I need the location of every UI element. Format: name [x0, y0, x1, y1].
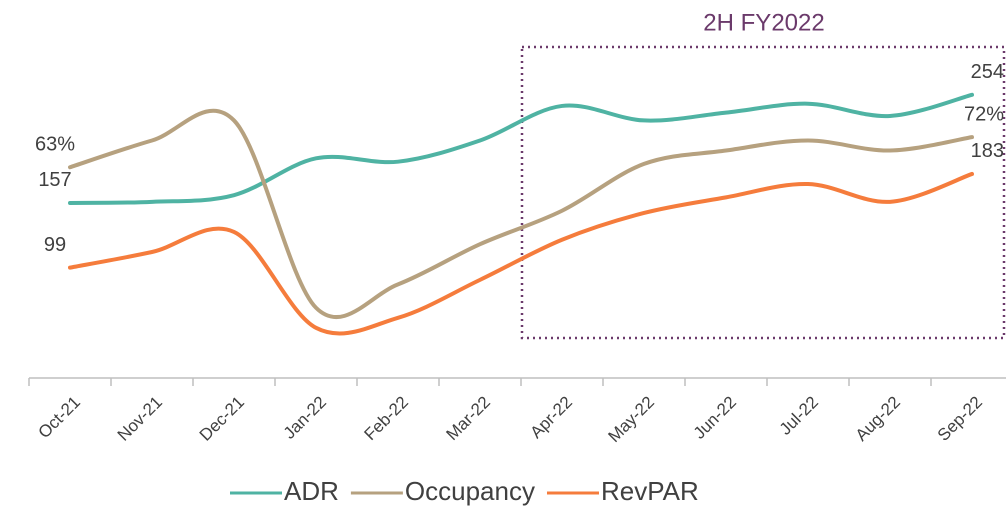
x-tick-label: Nov-21: [114, 393, 166, 445]
x-tick-label: Apr-22: [526, 393, 576, 443]
x-tick-label: Feb-22: [360, 393, 412, 445]
data-label: 72%: [964, 103, 1004, 125]
data-label: 254: [971, 61, 1004, 83]
annotation-text: 2H FY2022: [703, 9, 824, 36]
data-label: 63%: [35, 134, 75, 156]
x-tick-label: Dec-21: [196, 393, 248, 445]
series-line: [68, 171, 974, 336]
x-tick-label: Jan-22: [280, 393, 330, 443]
annotation-box: [520, 45, 1006, 340]
series-line: [68, 108, 974, 320]
legend-label: ADR: [284, 476, 339, 506]
x-tick-label: Aug-22: [852, 393, 904, 445]
data-label: 157: [38, 169, 71, 191]
x-tick-label: Oct-21: [34, 393, 84, 443]
x-tick-label: Mar-22: [442, 393, 494, 445]
data-label: 99: [44, 234, 66, 256]
x-tick-label: Sep-22: [934, 393, 986, 445]
legend-label: RevPAR: [601, 476, 699, 506]
x-tick-label: Jun-22: [690, 393, 740, 443]
data-label: 183: [971, 140, 1004, 162]
x-tick-label: Jul-22: [776, 393, 822, 439]
x-tick-label: May-22: [604, 393, 658, 447]
series-line: [68, 92, 974, 205]
legend-label: Occupancy: [405, 476, 535, 506]
